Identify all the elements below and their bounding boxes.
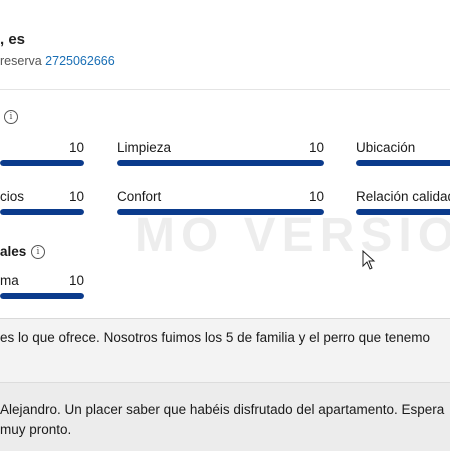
section-title: ales [0, 244, 26, 259]
rating-bar-fill [0, 209, 84, 215]
rating-bar-fill [356, 160, 450, 166]
rating-bar-fill [0, 160, 84, 166]
rating-bar-fill [117, 209, 324, 215]
rating-value: 10 [308, 189, 324, 204]
rating-value: 10 [68, 273, 84, 288]
rating-label: Limpieza [117, 140, 172, 155]
rating-label: Relación calidad [356, 189, 450, 204]
rating-bar [0, 160, 84, 166]
rating-bar [117, 160, 324, 166]
property-title: , es [0, 31, 26, 48]
rating-bar [356, 209, 450, 215]
reservation-label: reserva [0, 54, 42, 68]
rating-item-servicios: cios 10 [0, 189, 84, 217]
rating-bar [356, 160, 450, 166]
divider [0, 89, 450, 90]
rating-label: cios [0, 189, 25, 204]
rating-label: Confort [117, 189, 162, 204]
rating-item-ubicacion: Ubicación [356, 140, 450, 168]
rating-bar [0, 209, 84, 215]
mouse-cursor-icon [362, 250, 376, 270]
owner-reply-line: Alejandro. Un placer saber que habéis di… [0, 402, 445, 417]
review-card [0, 0, 450, 319]
rating-bar [117, 209, 324, 215]
owner-reply-line: muy pronto. [0, 422, 72, 437]
rating-item-limpieza: Limpieza 10 [117, 140, 324, 168]
info-icon[interactable]: i [4, 110, 18, 124]
review-text: es lo que ofrece. Nosotros fuimos los 5 … [0, 330, 430, 345]
rating-value: 10 [308, 140, 324, 155]
rating-item: 10 [0, 140, 84, 168]
watermark: MO VERSIO [135, 209, 450, 262]
rating-bar-fill [0, 293, 84, 299]
rating-item-confort: Confort 10 [117, 189, 324, 217]
rating-item-relacion-calidad: Relación calidad [356, 189, 450, 217]
reservation-number-link[interactable]: 2725062666 [45, 54, 115, 68]
rating-value: 10 [68, 140, 84, 155]
rating-bar-fill [117, 160, 324, 166]
info-icon[interactable]: i [31, 245, 45, 259]
owner-reply-box [0, 382, 450, 451]
rating-value: 10 [68, 189, 84, 204]
reservation-line: reserva 2725062666 [0, 54, 115, 68]
rating-label: Ubicación [356, 140, 416, 155]
rating-label: ma [0, 273, 19, 288]
section-title-text: ales [0, 244, 27, 259]
rating-item-idioma: ma 10 [0, 273, 84, 301]
rating-bar-fill [356, 209, 450, 215]
rating-bar [0, 293, 84, 299]
